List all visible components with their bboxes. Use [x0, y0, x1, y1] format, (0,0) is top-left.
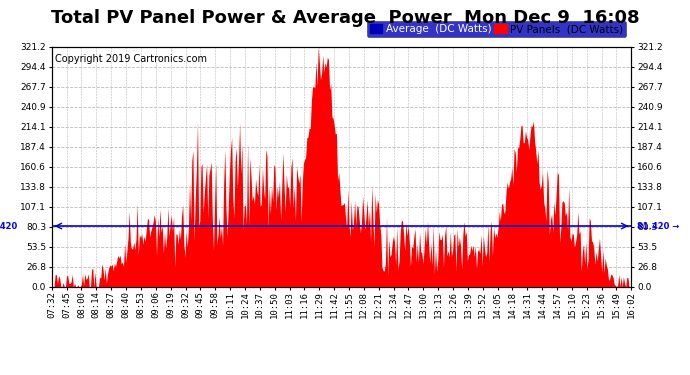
Text: Total PV Panel Power & Average  Power  Mon Dec 9  16:08: Total PV Panel Power & Average Power Mon… [50, 9, 640, 27]
Legend: Average  (DC Watts), PV Panels  (DC Watts): Average (DC Watts), PV Panels (DC Watts) [367, 21, 626, 37]
Text: ← 81.420: ← 81.420 [0, 222, 17, 231]
Text: Copyright 2019 Cartronics.com: Copyright 2019 Cartronics.com [55, 54, 206, 64]
Text: 81.420 →: 81.420 → [637, 222, 680, 231]
